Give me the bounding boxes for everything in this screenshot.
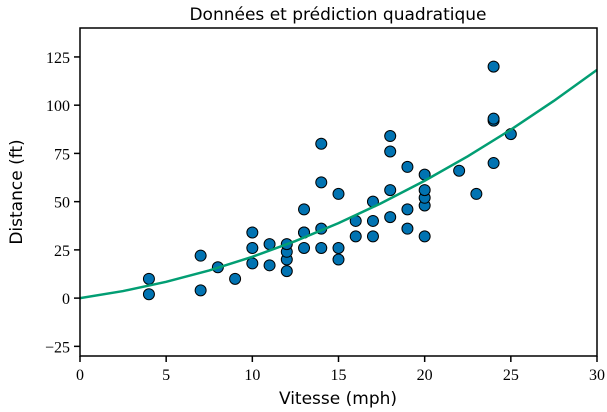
point — [418, 184, 431, 197]
point — [298, 241, 311, 254]
point — [246, 226, 259, 239]
point — [246, 257, 259, 270]
point — [194, 249, 207, 262]
point — [332, 187, 345, 200]
point — [315, 176, 328, 189]
point — [487, 60, 500, 73]
point — [366, 214, 379, 227]
point — [384, 184, 397, 197]
point — [384, 145, 397, 158]
point — [470, 187, 483, 200]
point — [401, 160, 414, 173]
y-tick-label: 125 — [46, 50, 70, 67]
x-tick-label: 10 — [244, 367, 260, 384]
point — [194, 284, 207, 297]
fit-curve — [80, 68, 597, 300]
x-tick-label: 30 — [589, 367, 605, 384]
y-tick-label: 50 — [54, 195, 70, 212]
point — [142, 288, 155, 301]
x-tick-label: 20 — [417, 367, 433, 384]
point — [246, 241, 259, 254]
point — [366, 230, 379, 243]
point — [332, 241, 345, 254]
y-axis-label: Distance (ft) — [7, 139, 27, 244]
point — [401, 203, 414, 216]
x-tick-label: 15 — [331, 367, 347, 384]
point — [487, 112, 500, 125]
point — [453, 164, 466, 177]
point — [280, 265, 293, 278]
x-tick-label: 0 — [76, 367, 84, 384]
point — [298, 203, 311, 216]
point — [229, 272, 242, 285]
x-tick-label: 5 — [162, 367, 170, 384]
y-tick-label: −25 — [45, 339, 70, 356]
point — [487, 157, 500, 170]
point — [418, 230, 431, 243]
point — [349, 230, 362, 243]
y-tick-label: 0 — [62, 291, 70, 308]
point — [401, 222, 414, 235]
point — [315, 241, 328, 254]
y-tick-label: 75 — [54, 146, 70, 163]
point — [315, 137, 328, 150]
x-tick-label: 25 — [503, 367, 519, 384]
y-tick-label: 25 — [54, 243, 70, 260]
plot-frame — [79, 27, 598, 357]
point — [332, 253, 345, 266]
x-axis-label: Vitesse (mph) — [279, 389, 397, 409]
y-tick-label: 100 — [46, 98, 70, 115]
point — [142, 272, 155, 285]
point — [263, 259, 276, 272]
chart-title: Données et prédiction quadratique — [189, 5, 486, 25]
point — [384, 211, 397, 224]
point — [384, 130, 397, 143]
